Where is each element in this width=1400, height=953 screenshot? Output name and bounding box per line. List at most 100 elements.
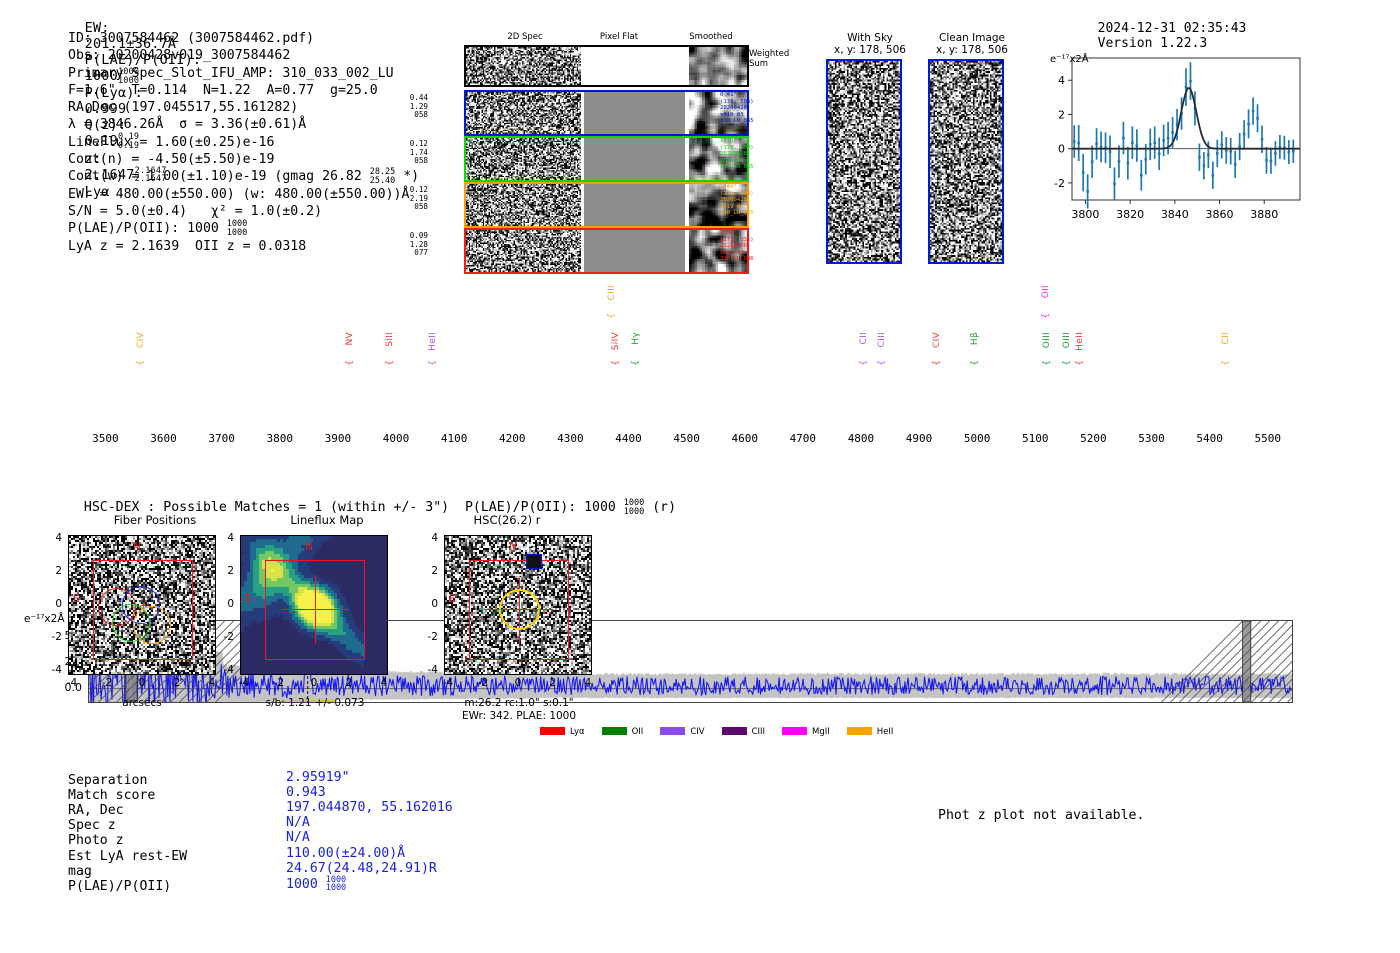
fiber-2dspec-image xyxy=(466,92,581,134)
xtick-label: 4600 xyxy=(731,432,758,445)
col-header-pixelflat: Pixel Flat xyxy=(599,32,639,42)
table-row-key: Photo z xyxy=(68,833,124,849)
emission-line-brace: { xyxy=(135,360,146,366)
legend-item: MgII xyxy=(782,727,830,737)
fiber-pixelflat-image xyxy=(584,92,685,134)
fiber-meta-line: 20200428 xyxy=(720,151,747,158)
fiber-positions-image[interactable]: + xyxy=(68,535,216,675)
table-row-value: 1000 1000 1000 xyxy=(286,874,347,894)
table-row-value: 0.943 xyxy=(286,785,326,801)
fiber-left-stats: 0.12 2.19 058 xyxy=(402,185,428,212)
xtick-label: 5000 xyxy=(963,432,991,445)
svg-text:3800: 3800 xyxy=(1071,208,1099,221)
ws-pixelflat-image xyxy=(584,47,685,85)
panel-ytick: -2 xyxy=(51,631,62,643)
info-lambda: λ = 3846.26Å σ = 3.36(±0.61)Å xyxy=(68,117,307,133)
target-cross-marker: + xyxy=(140,599,147,612)
north-label-p1: N xyxy=(133,541,141,553)
z-range: 2.1647 2.1647 xyxy=(134,165,167,185)
photz-note: Phot z plot not available. xyxy=(938,808,1145,823)
legend-label: CIII xyxy=(751,727,766,737)
emission-line-label: NV xyxy=(344,332,355,346)
plae-value: 1000 xyxy=(84,68,118,85)
ws-smoothed-image xyxy=(689,47,747,85)
hsc-plae-range: 1000 1000 xyxy=(623,498,645,517)
table-row-key: Spec z xyxy=(68,818,116,834)
fiber-meta-line: 1.40" xyxy=(720,184,737,190)
fiber-row[interactable] xyxy=(464,182,749,228)
plae-label: P(LAE)/P(OII): xyxy=(84,52,202,68)
cutout-clean-image[interactable] xyxy=(928,59,1004,264)
panel-xtick: -4 xyxy=(66,677,78,689)
xtick-label: 3700 xyxy=(208,432,235,445)
xtick-label: 3800 xyxy=(266,432,294,445)
panel-caption-arcsecs: arcsecs xyxy=(122,697,162,709)
fiber-meta-line: v019_02 xyxy=(720,203,744,210)
fiber-smoothed-image xyxy=(689,230,747,272)
legend-swatch xyxy=(660,727,686,735)
fullspec-units-label: e⁻¹⁷x2Å xyxy=(24,613,65,625)
panel-xtick: -2 xyxy=(273,677,285,689)
ifu-box xyxy=(93,560,193,660)
panel-xtick: 4 xyxy=(380,677,388,689)
xtick-label: 3900 xyxy=(324,432,352,445)
panel-caption-hsc: m:26.2 rc:1.0" s:0.1" EWr: 342. PLAE: 100… xyxy=(461,697,577,722)
hsc-r-image[interactable] xyxy=(444,535,592,675)
emission-line-label: CIII xyxy=(607,285,618,301)
fiber-smoothed-image xyxy=(689,92,747,134)
fiber-row[interactable] xyxy=(464,228,749,274)
panel-xtick: -2 xyxy=(477,677,489,689)
fiber-row[interactable] xyxy=(464,136,749,182)
xtick-label: 4900 xyxy=(905,432,933,445)
fiber-meta-line: 310_LU_036 xyxy=(720,256,754,263)
north-label-p2: N xyxy=(305,541,313,553)
fiber-stat: 077 xyxy=(414,248,428,258)
fiber-stat: 0.44 xyxy=(409,93,428,102)
info-cont-n: Cont(n) = -4.50(±5.50)e-19 xyxy=(68,152,275,168)
fiber-stat: 1.29 xyxy=(409,101,428,111)
panel-xtick: -2 xyxy=(101,677,113,689)
panel-ytick: -2 xyxy=(427,631,438,643)
emission-line-label: CIV xyxy=(135,332,146,348)
fiber-left-stats: 0.44 1.29 058 xyxy=(402,93,428,120)
panel-xtick: 2 xyxy=(549,677,557,689)
table-row-key: Match score xyxy=(68,788,156,804)
xtick-label: 4700 xyxy=(789,432,817,445)
lineflux-map-image[interactable] xyxy=(240,535,388,675)
emission-line-label: Hβ xyxy=(969,332,980,346)
legend-item: CIII xyxy=(721,727,766,737)
legend-swatch xyxy=(601,727,627,735)
xtick-label: 4500 xyxy=(673,432,700,445)
line-profile-plot[interactable]: -2 0 2 4 3800 3820 3840 3860 3880 e⁻¹⁷x2Å xyxy=(1038,52,1303,221)
emission-line-label: Hγ xyxy=(631,332,642,345)
matched-source-box xyxy=(526,554,542,569)
fiber-meta-line: (178, 506) xyxy=(720,98,754,105)
cutout-with-sky[interactable] xyxy=(826,59,902,264)
lineplot-units-label: e⁻¹⁷x2Å xyxy=(1050,54,1089,65)
panel-ytick: 4 xyxy=(55,532,62,544)
svg-text:0: 0 xyxy=(1058,143,1065,156)
fiber-row[interactable] xyxy=(464,90,749,136)
legend-swatch xyxy=(540,727,565,735)
ew-value: 201.1±36.7Å xyxy=(84,36,177,52)
fiber-meta-line: 310_LU_055 xyxy=(720,164,754,171)
emission-line-label: OII xyxy=(1041,285,1052,299)
fiber-meta-line: v019_02 xyxy=(720,249,744,256)
xtick-label: 3500 xyxy=(92,432,119,445)
fiber-meta-line: 20200428 xyxy=(720,197,747,204)
xtick-label: 4200 xyxy=(498,432,526,445)
emission-line-brace: { xyxy=(427,360,438,366)
fiber-2dspec-image xyxy=(466,138,581,180)
fiber-left-stats: 0.12 1.74 058 xyxy=(402,139,428,166)
qz-range: 0.19 0.19 xyxy=(117,132,140,151)
emission-line-label: HeII xyxy=(1075,332,1086,351)
info-cont-w: Cont(w) = 1.00(±1.10)e-19 (gmag 26.82 28… xyxy=(68,167,420,187)
cutout-title-clean-image: Clean Image x, y: 178, 506 xyxy=(936,32,1008,56)
fiber-meta-line: 1.88" xyxy=(720,230,737,236)
image-cutouts-group: With Sky x, y: 178, 506 Clean Image x, y: … xyxy=(800,32,1030,264)
info-radec: RA,Dec (197.045517,55.161282) xyxy=(68,100,299,116)
svg-text:3840: 3840 xyxy=(1161,208,1189,221)
legend-label: MgII xyxy=(812,727,830,737)
svg-text:3820: 3820 xyxy=(1116,208,1144,221)
fiber-stat: 2.19 xyxy=(409,193,428,203)
